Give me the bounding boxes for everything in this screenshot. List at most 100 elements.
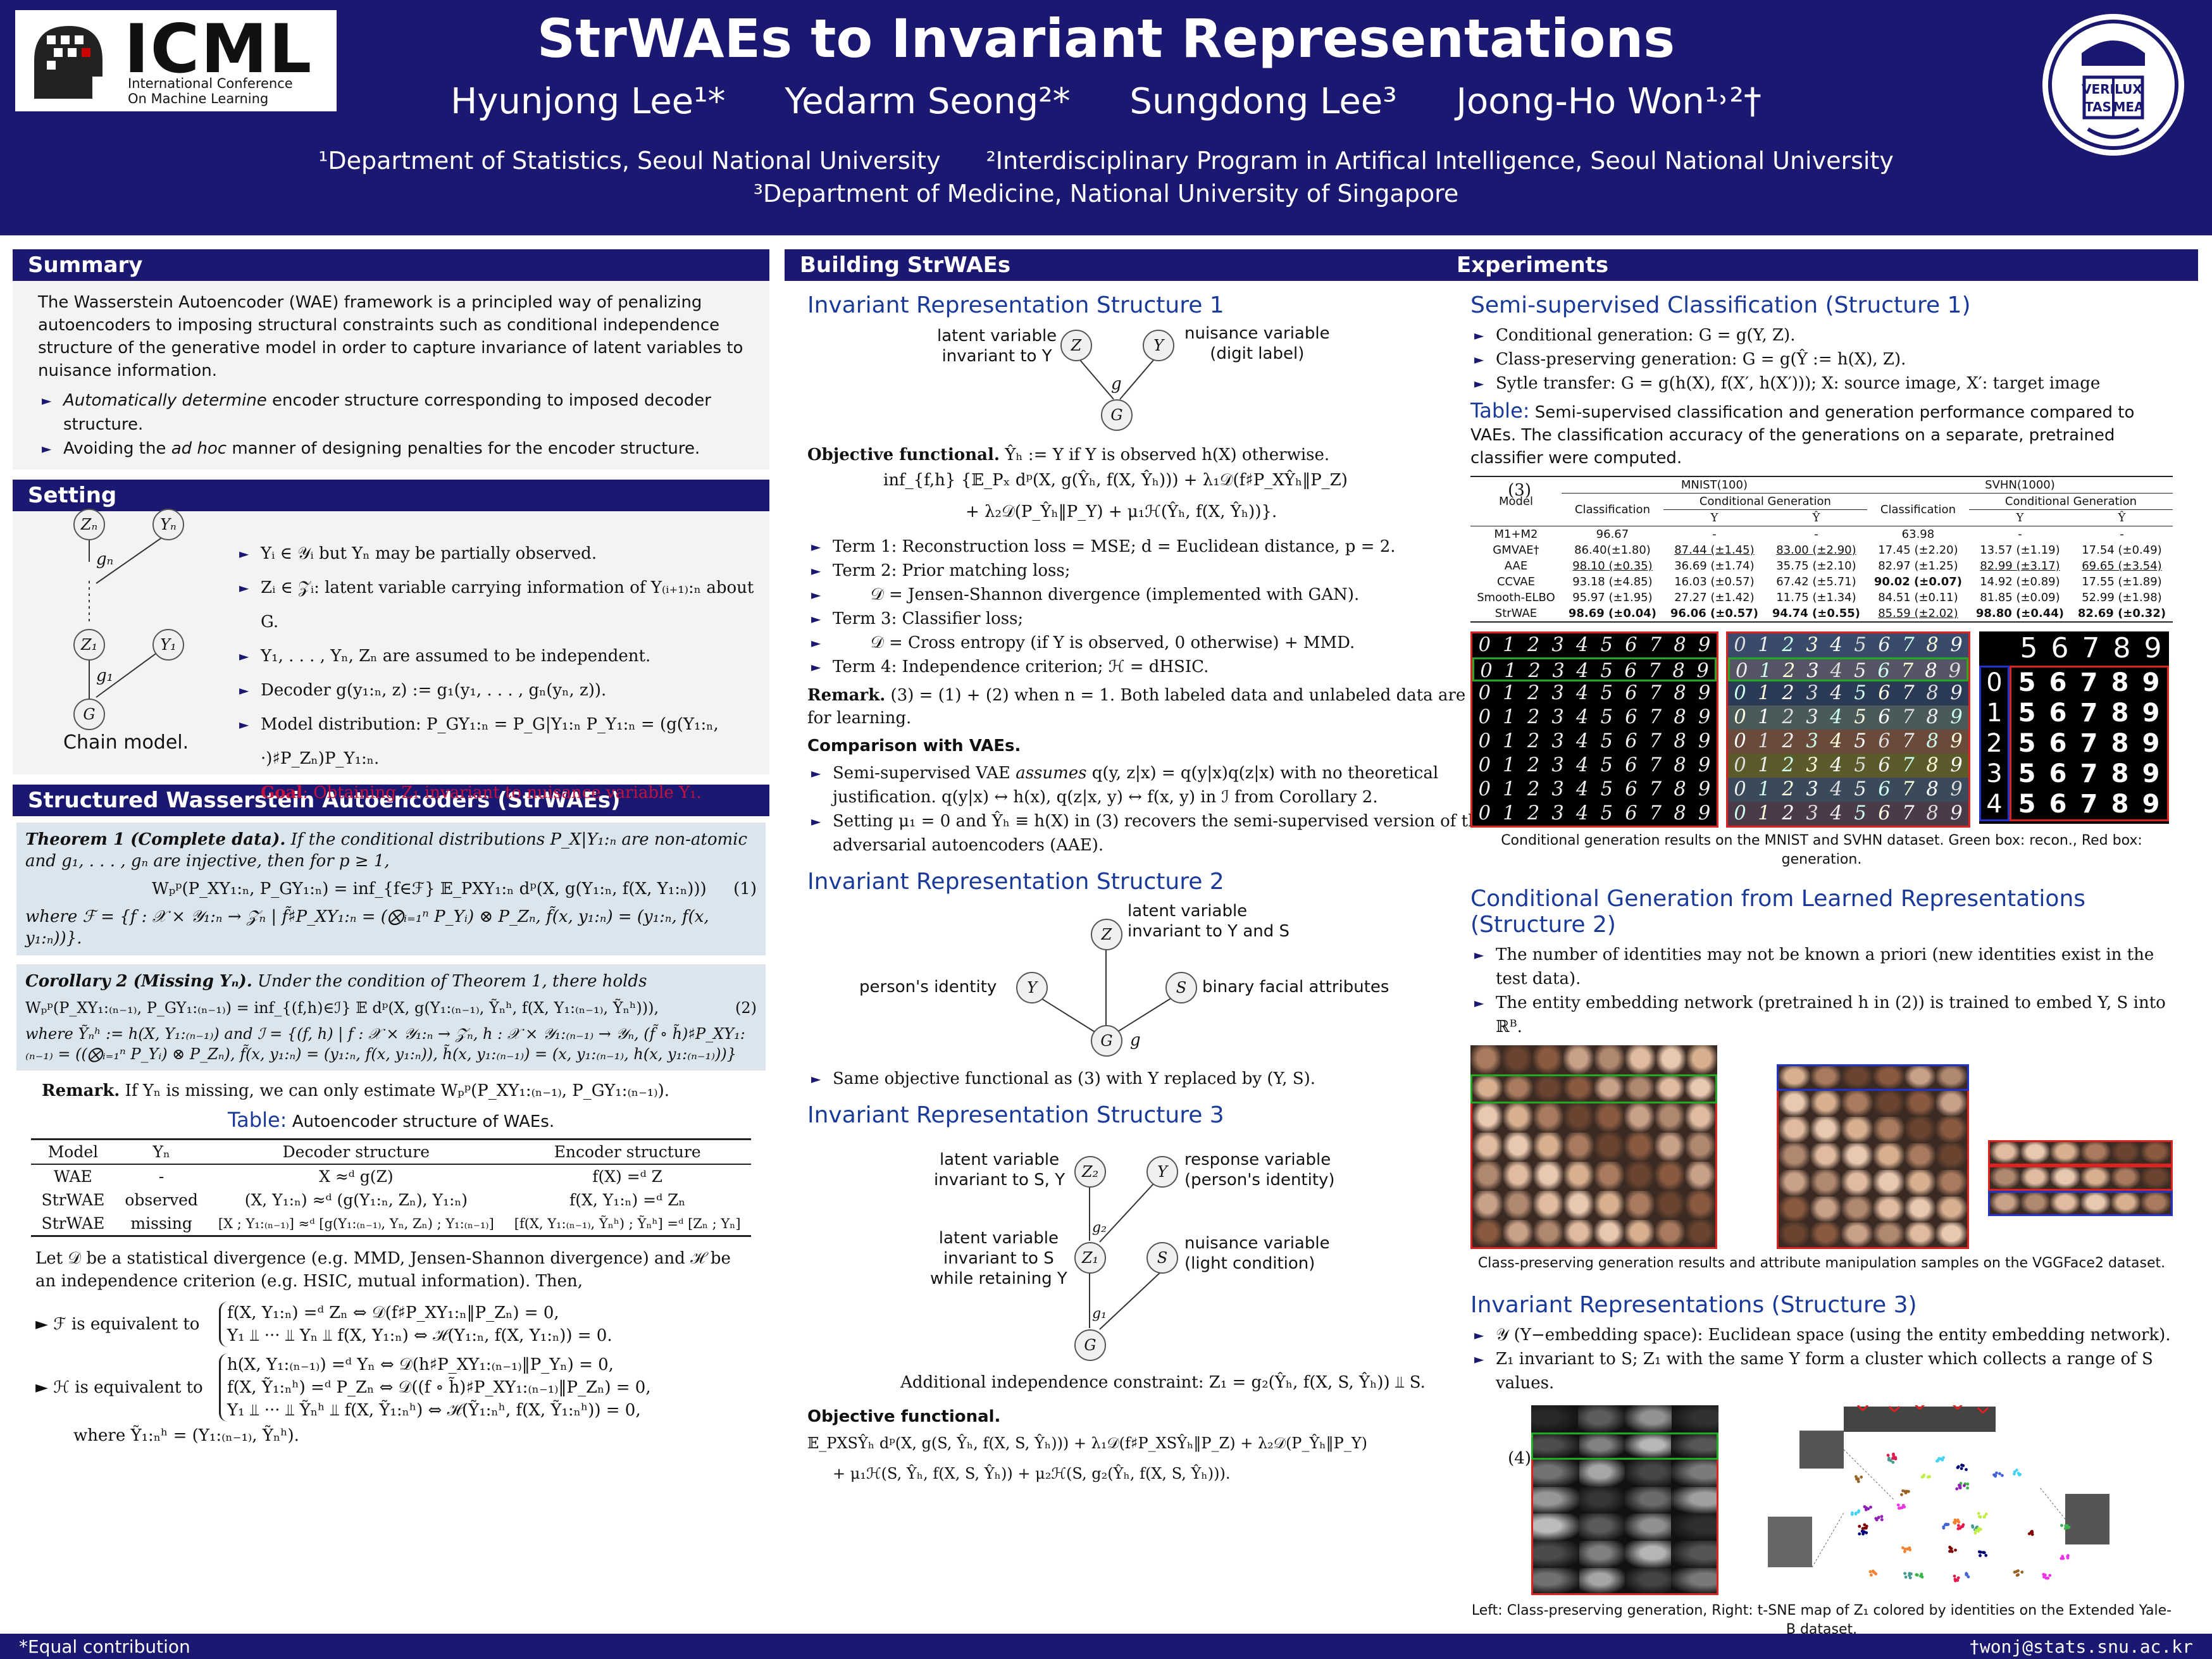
arrow-icon: [1952, 1405, 1963, 1410]
strwae-panel: Theorem 1 (Complete data). If the condit…: [13, 816, 769, 1453]
digit: 6: [1878, 730, 1891, 752]
tsne-point: [2020, 1570, 2024, 1574]
tsne-point: [1904, 1575, 1908, 1579]
table-header: Classification: [1574, 503, 1650, 516]
face-thumbnail: [2020, 1193, 2051, 1214]
node-z1: Z₁: [73, 629, 105, 661]
face-thumbnail: [1873, 1090, 1904, 1117]
comparison-heading: Comparison with VAEs.: [807, 736, 1021, 755]
digit: 8: [1674, 682, 1686, 704]
digit: 8: [1674, 754, 1686, 776]
tsne-point: [1949, 1546, 1953, 1550]
tsne-point: [2044, 1574, 2047, 1577]
digit: 6: [2049, 668, 2067, 697]
digit: 4: [1830, 660, 1842, 682]
face-thumbnail: [1624, 1076, 1655, 1102]
latent-label: latent variable invariant to Y: [937, 326, 1057, 366]
digit: 5: [1854, 660, 1867, 682]
face-thumbnail: [1533, 1459, 1579, 1487]
tsne-point: [1967, 1575, 1970, 1579]
face-row: [1777, 1090, 1969, 1117]
remark-missing: Remark. If Yₙ is missing, we can only es…: [42, 1081, 670, 1100]
digit: 2: [1782, 754, 1794, 776]
digit: 9: [1698, 778, 1711, 800]
face-thumbnail: [1655, 1076, 1685, 1102]
summary-bullet: Automatically determine encoder structur…: [38, 388, 744, 437]
face-thumbnail: [1625, 1541, 1671, 1569]
digit: 7: [1902, 634, 1915, 656]
digit: 1: [1504, 660, 1517, 682]
face-thumbnail: [1624, 1133, 1655, 1162]
face-thumbnail: [2050, 1142, 2081, 1164]
face-thumbnail: [1655, 1103, 1685, 1133]
digit: 6: [1625, 682, 1637, 704]
tsne-point: [1874, 1572, 1878, 1575]
digit: 5: [2018, 668, 2036, 697]
face-thumbnail: [1594, 1103, 1624, 1133]
face-thumbnail: [1625, 1486, 1671, 1514]
face-thumbnail: [1841, 1169, 1873, 1196]
seal-word: LUX: [2115, 82, 2142, 97]
table-header: Encoder structure: [554, 1143, 701, 1161]
tsne-point: [1898, 1507, 1901, 1510]
equivalence-line: f(X, Y₁:ₙ) =ᵈ Zₙ ⇔ 𝒟(f♯P_XY₁:ₙ‖P_Zₙ) = 0…: [227, 1303, 559, 1322]
tsne-point: [1870, 1573, 1873, 1577]
digit: 3: [1551, 706, 1564, 728]
digit: 1: [1503, 802, 1515, 824]
tsne-point: [1973, 1531, 1977, 1535]
tsne-point: [1887, 1458, 1891, 1462]
digit: 0: [1478, 682, 1491, 704]
yale-row: [1531, 1486, 1718, 1514]
equation-line: + λ₂𝒟(P_Ŷₕ‖P_Y) + μ₁ℋ(Ŷₕ, f(X, Ŷₕ))}.: [966, 502, 1277, 521]
digit: 6: [1878, 754, 1891, 776]
face-thumbnail: [1503, 1162, 1533, 1191]
digit: 6: [1877, 660, 1890, 682]
tsne-point: [1871, 1569, 1875, 1573]
digit: 2: [1782, 778, 1794, 800]
digit: 1: [1503, 730, 1515, 752]
digit: 3: [1806, 634, 1818, 656]
tsne-point: [2015, 1469, 2018, 1472]
digit: 5: [1600, 802, 1613, 824]
tsne-point: [1998, 1472, 2001, 1476]
tsne-point: [2060, 1556, 2063, 1560]
experiment-bullet: Class-preserving generation: G = g(Ŷ := …: [1470, 347, 2173, 371]
digit: 4: [1830, 730, 1842, 752]
node-s: S: [1146, 1242, 1178, 1274]
digit: 5: [1854, 754, 1867, 776]
digit: 5: [1854, 706, 1867, 728]
figure-caption: Left: Class-preserving generation, Right…: [1471, 1603, 2172, 1637]
tsne-point: [1854, 1475, 1858, 1479]
digit: 8: [2111, 759, 2129, 788]
tsne-point: [1965, 1573, 1968, 1577]
table-row: M1+M2 96.67- -63.98- -: [1494, 528, 2124, 541]
face-thumbnail: [1904, 1143, 1936, 1170]
digit: 1: [1758, 730, 1770, 752]
face-thumbnail: [1594, 1045, 1625, 1074]
f-equivalence: ► ℱ is equivalent to f(X, Y₁:ₙ) =ᵈ Zₙ ⇔ …: [16, 1302, 766, 1347]
digit: 3: [1551, 778, 1564, 800]
digit: 9: [1698, 682, 1711, 704]
term-bullet: Term 3: Classifier loss;: [807, 607, 1519, 631]
face-thumbnail: [1670, 1486, 1717, 1514]
section-header-building: Building StrWAEs: [785, 249, 1541, 281]
corollary-2-where: where Ỹₙʰ := h(X, Y₁:₍ₙ₋₁₎) and ℐ = {(f,…: [25, 1025, 745, 1063]
affiliation: ³Department of Medicine, National Univer…: [753, 180, 1459, 208]
face-thumbnail: [1625, 1513, 1671, 1541]
digit: 6: [2051, 632, 2069, 664]
face-thumbnail: [1579, 1568, 1625, 1593]
equation-number: (2): [735, 999, 757, 1017]
digit: 3: [1806, 706, 1818, 728]
tsne-point: [1961, 1464, 1965, 1467]
face-thumbnail: [2020, 1142, 2051, 1164]
structure-1-heading: Invariant Representation Structure 1: [807, 292, 1224, 318]
tsne-point: [1869, 1505, 1872, 1509]
results-table-caption: Table: Semi-supervised classification an…: [1470, 399, 2135, 468]
author: Yedarm Seong²*: [785, 81, 1071, 122]
digit: 9: [1950, 754, 1963, 776]
equation-line: + μ₁ℋ(S, Ŷₕ, f(X, S, Ŷₕ)) + μ₂ℋ(S, g₂(Ŷₕ…: [833, 1465, 1231, 1482]
